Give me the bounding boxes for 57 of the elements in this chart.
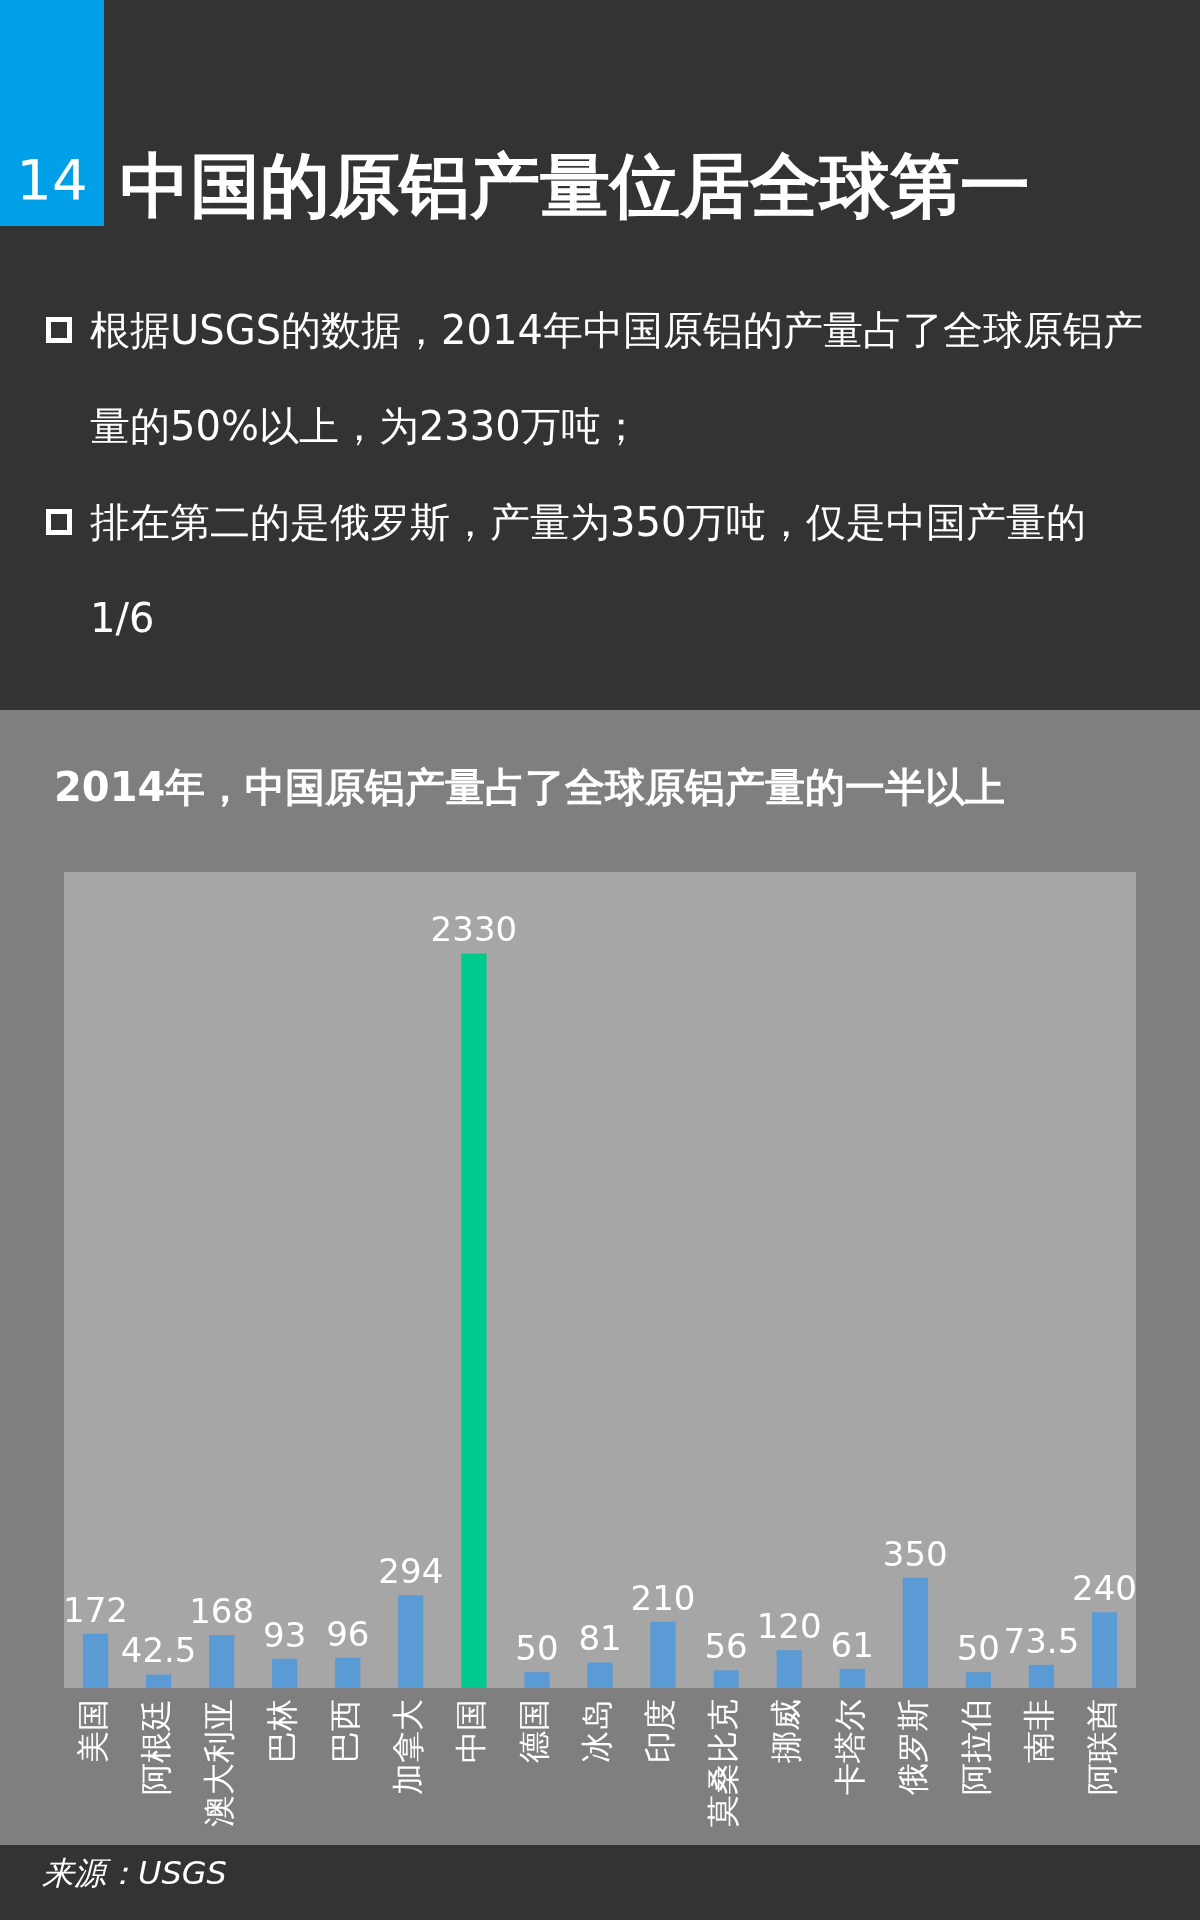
x-tick-label: 冰岛 <box>578 1699 617 1763</box>
x-tick-label: 加拿大 <box>389 1699 428 1795</box>
bar <box>1028 1664 1055 1688</box>
x-tick-label: 中国 <box>452 1699 491 1763</box>
data-label: 56 <box>704 1626 748 1667</box>
x-tick-label: 德国 <box>515 1699 554 1763</box>
x-tick-label: 印度 <box>641 1699 680 1763</box>
bar <box>587 1662 613 1688</box>
text: 根据USGS的数据，2014年中国原铝的产量占了全球原铝产量的50%以上，为2330万吨； <box>90 307 1143 449</box>
data-label: 93 <box>263 1614 307 1655</box>
bar <box>1091 1612 1118 1688</box>
bar <box>713 1670 739 1688</box>
bar <box>82 1633 109 1688</box>
source-note: 来源：USGS <box>42 1853 227 1894</box>
data-label: 168 <box>189 1590 255 1631</box>
data-label: 210 <box>630 1577 696 1618</box>
data-label: 240 <box>1072 1568 1137 1609</box>
x-tick-label: 挪威 <box>767 1699 806 1763</box>
chart-title: 中国的原铝产量位居全球第一 <box>120 144 1030 229</box>
bar <box>209 1635 235 1688</box>
bar <box>335 1657 361 1688</box>
bar <box>145 1674 172 1688</box>
x-tick-label: 澳大利亚 <box>199 1699 238 1827</box>
data-label: 2330 <box>430 909 518 950</box>
bar <box>272 1658 298 1688</box>
data-label: 42.5 <box>120 1630 197 1671</box>
data-label: 73.5 <box>1003 1620 1080 1661</box>
x-tick-label: 阿联酋 <box>1082 1699 1121 1795</box>
bar <box>398 1595 424 1688</box>
x-tick-label: 巴林 <box>263 1699 302 1763</box>
bar <box>902 1577 928 1688</box>
bar <box>524 1672 550 1688</box>
x-tick-label: 阿根廷 <box>136 1699 175 1795</box>
x-tick-label: 巴西 <box>326 1699 365 1763</box>
x-tick-label: 美国 <box>73 1699 112 1763</box>
data-label: 294 <box>378 1551 444 1592</box>
text: 排在第二的是俄罗斯，产量为350万吨，仅是中国产量的1/6 <box>90 499 1087 641</box>
bar <box>965 1672 991 1688</box>
data-label: 120 <box>756 1606 822 1646</box>
data-label: 81 <box>578 1618 622 1659</box>
bar <box>839 1668 865 1688</box>
data-label: 172 <box>63 1589 128 1630</box>
data-label: 350 <box>882 1533 948 1574</box>
bar <box>776 1650 802 1688</box>
x-tick-label: 南非 <box>1019 1699 1058 1763</box>
data-label: 50 <box>515 1628 559 1669</box>
bar <box>650 1621 676 1688</box>
x-tick-label: 莫桑比克 <box>704 1699 743 1827</box>
text: 14 <box>16 147 88 212</box>
data-label: 61 <box>830 1624 874 1665</box>
data-label: 96 <box>326 1613 370 1654</box>
data-label: 50 <box>956 1628 1000 1669</box>
x-tick-label: 阿拉伯 <box>956 1699 995 1795</box>
x-tick-label: 俄罗斯 <box>893 1699 932 1795</box>
bar <box>461 953 487 1688</box>
chart-subtitle: 2014年，中国原铝产量占了全球原铝产量的一半以上 <box>54 763 1006 812</box>
x-tick-label: 卡塔尔 <box>830 1699 869 1795</box>
